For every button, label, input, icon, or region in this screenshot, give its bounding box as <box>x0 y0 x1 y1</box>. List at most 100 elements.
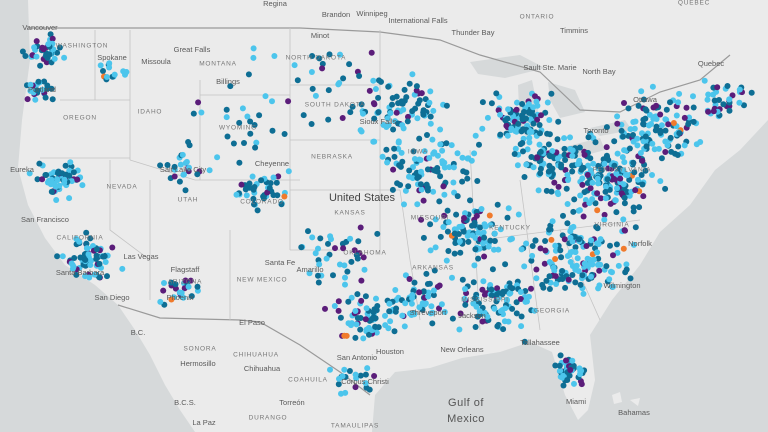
location-dot <box>374 230 381 237</box>
location-dot <box>380 122 387 128</box>
location-dot <box>374 303 381 309</box>
location-dot <box>617 175 624 182</box>
place-label: Timmins <box>560 26 588 35</box>
location-dot <box>471 219 478 226</box>
location-dot <box>561 151 568 158</box>
location-dot <box>252 144 259 151</box>
location-dot <box>357 326 364 333</box>
location-dot <box>427 247 434 254</box>
location-dot <box>250 186 257 193</box>
location-dot <box>527 116 534 123</box>
location-dot <box>32 96 39 103</box>
location-dot <box>530 164 537 171</box>
location-dot <box>452 240 459 246</box>
location-dot <box>494 323 501 330</box>
location-dot <box>179 151 186 158</box>
location-dot <box>172 285 179 292</box>
location-dot <box>602 195 609 202</box>
place-label: San Francisco <box>21 215 69 224</box>
location-dot <box>437 141 444 148</box>
location-dot <box>614 120 621 127</box>
location-dot <box>224 133 231 140</box>
place-label: GEORGIA <box>534 308 570 315</box>
location-dot <box>161 280 167 286</box>
location-dot <box>312 92 319 99</box>
location-dot <box>331 303 338 309</box>
location-dot <box>355 238 362 245</box>
location-dot <box>602 188 609 195</box>
location-dot <box>514 162 521 169</box>
location-dot <box>464 233 471 239</box>
location-dot <box>395 139 402 146</box>
location-dot <box>491 305 498 312</box>
location-dot <box>438 301 445 308</box>
location-dot <box>736 86 743 93</box>
location-dot <box>214 154 221 161</box>
location-dot <box>640 96 647 103</box>
location-dot <box>441 191 448 198</box>
place-label: COAHUILA <box>288 377 328 384</box>
place-label: Norfolk <box>628 239 652 248</box>
location-dot <box>341 262 348 269</box>
location-dot <box>459 178 466 185</box>
place-label: Sault Ste. Marie <box>523 63 576 72</box>
location-dot <box>109 244 116 251</box>
location-dot <box>634 135 641 142</box>
location-dot <box>431 267 438 274</box>
location-dot <box>620 216 627 223</box>
location-dot <box>247 118 254 125</box>
location-dot <box>437 233 444 240</box>
location-dot <box>609 283 616 290</box>
location-dot <box>595 162 602 169</box>
location-dot <box>609 269 615 276</box>
location-dot <box>348 258 355 265</box>
location-dot <box>603 263 610 270</box>
location-dot <box>532 93 538 100</box>
location-dot <box>461 295 468 302</box>
location-dot <box>464 175 471 182</box>
location-dot <box>642 115 649 122</box>
location-dot <box>559 268 566 274</box>
location-dot <box>638 88 645 95</box>
location-dot <box>621 194 628 201</box>
location-dot <box>382 322 389 329</box>
location-dot <box>683 104 690 111</box>
location-dot <box>444 207 451 214</box>
location-dot <box>471 150 478 157</box>
location-dot <box>538 112 544 119</box>
location-dot <box>635 176 641 183</box>
location-dot <box>84 245 91 252</box>
location-dot <box>630 159 637 166</box>
location-dot <box>87 235 94 242</box>
location-dot <box>592 139 599 146</box>
location-dot <box>48 85 55 92</box>
location-dot <box>577 281 584 288</box>
location-dot <box>420 107 427 114</box>
location-dot <box>580 213 587 220</box>
location-dot <box>474 178 481 184</box>
location-dot <box>569 152 576 159</box>
location-dot <box>429 320 436 327</box>
location-dot <box>177 161 184 168</box>
location-dot <box>246 180 253 187</box>
location-dot <box>164 162 171 168</box>
location-dot <box>569 272 576 278</box>
location-dot <box>401 86 408 93</box>
location-dot <box>685 121 692 128</box>
location-dot <box>594 225 601 232</box>
location-dot <box>182 187 189 194</box>
location-dot <box>262 93 269 100</box>
location-dot <box>508 125 515 132</box>
location-dot <box>325 240 331 247</box>
location-dot <box>223 106 230 113</box>
location-dot <box>690 104 697 111</box>
location-dot <box>465 238 472 245</box>
location-dot <box>430 287 437 294</box>
location-dot <box>236 159 243 166</box>
location-dot <box>603 144 610 151</box>
location-dot <box>251 201 257 208</box>
place-label: B.C.S. <box>174 398 196 407</box>
location-dot <box>46 51 53 58</box>
location-dot <box>453 211 460 218</box>
